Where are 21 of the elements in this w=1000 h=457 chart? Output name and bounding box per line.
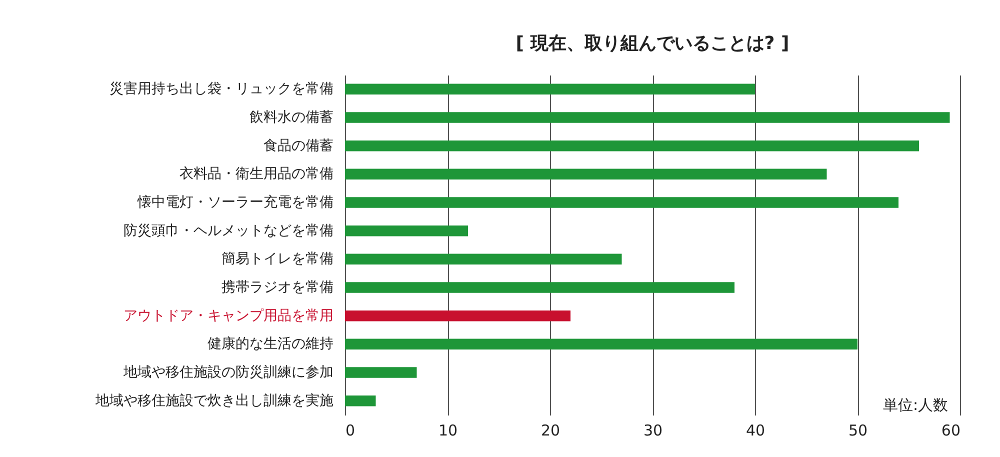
- x-tick-label: 20: [540, 422, 560, 440]
- x-tick-label: 0: [346, 422, 356, 440]
- x-tick-label: 40: [746, 422, 766, 440]
- y-tick-label: 携帯ラジオを常備: [222, 280, 334, 296]
- y-tick-label: 健康的な生活の維持: [208, 336, 334, 352]
- chart-title: [ 現在、取り組んでいることは? ]: [516, 33, 790, 54]
- y-tick-label: 衣料品・衛生用品の常備: [180, 166, 334, 182]
- y-tick-label: アウトドア・キャンプ用品を常用: [124, 308, 334, 324]
- y-tick-label: 地域や移住施設で炊き出し訓練を実施: [94, 392, 334, 409]
- y-tick-label: 飲料水の備蓄: [250, 110, 334, 126]
- x-tick-label: 50: [848, 422, 868, 440]
- annotation: 単位:人数: [882, 396, 948, 414]
- y-tick-label: 地域や移住施設の防災訓練に参加: [122, 364, 334, 380]
- x-tick-label: 10: [438, 422, 458, 440]
- x-tick-label: 30: [643, 422, 663, 440]
- y-tick-label: 防災頭巾・ヘルメットなどを常備: [124, 222, 334, 239]
- y-tick-label: 災害用持ち出し袋・リュックを常備: [110, 81, 334, 98]
- y-tick-label: 簡易トイレを常備: [222, 251, 334, 268]
- x-tick-label: 60: [941, 422, 960, 440]
- y-tick-label: 懐中電灯・ソーラー充電を常備: [136, 194, 334, 210]
- y-tick-label: 食品の備蓄: [264, 138, 334, 154]
